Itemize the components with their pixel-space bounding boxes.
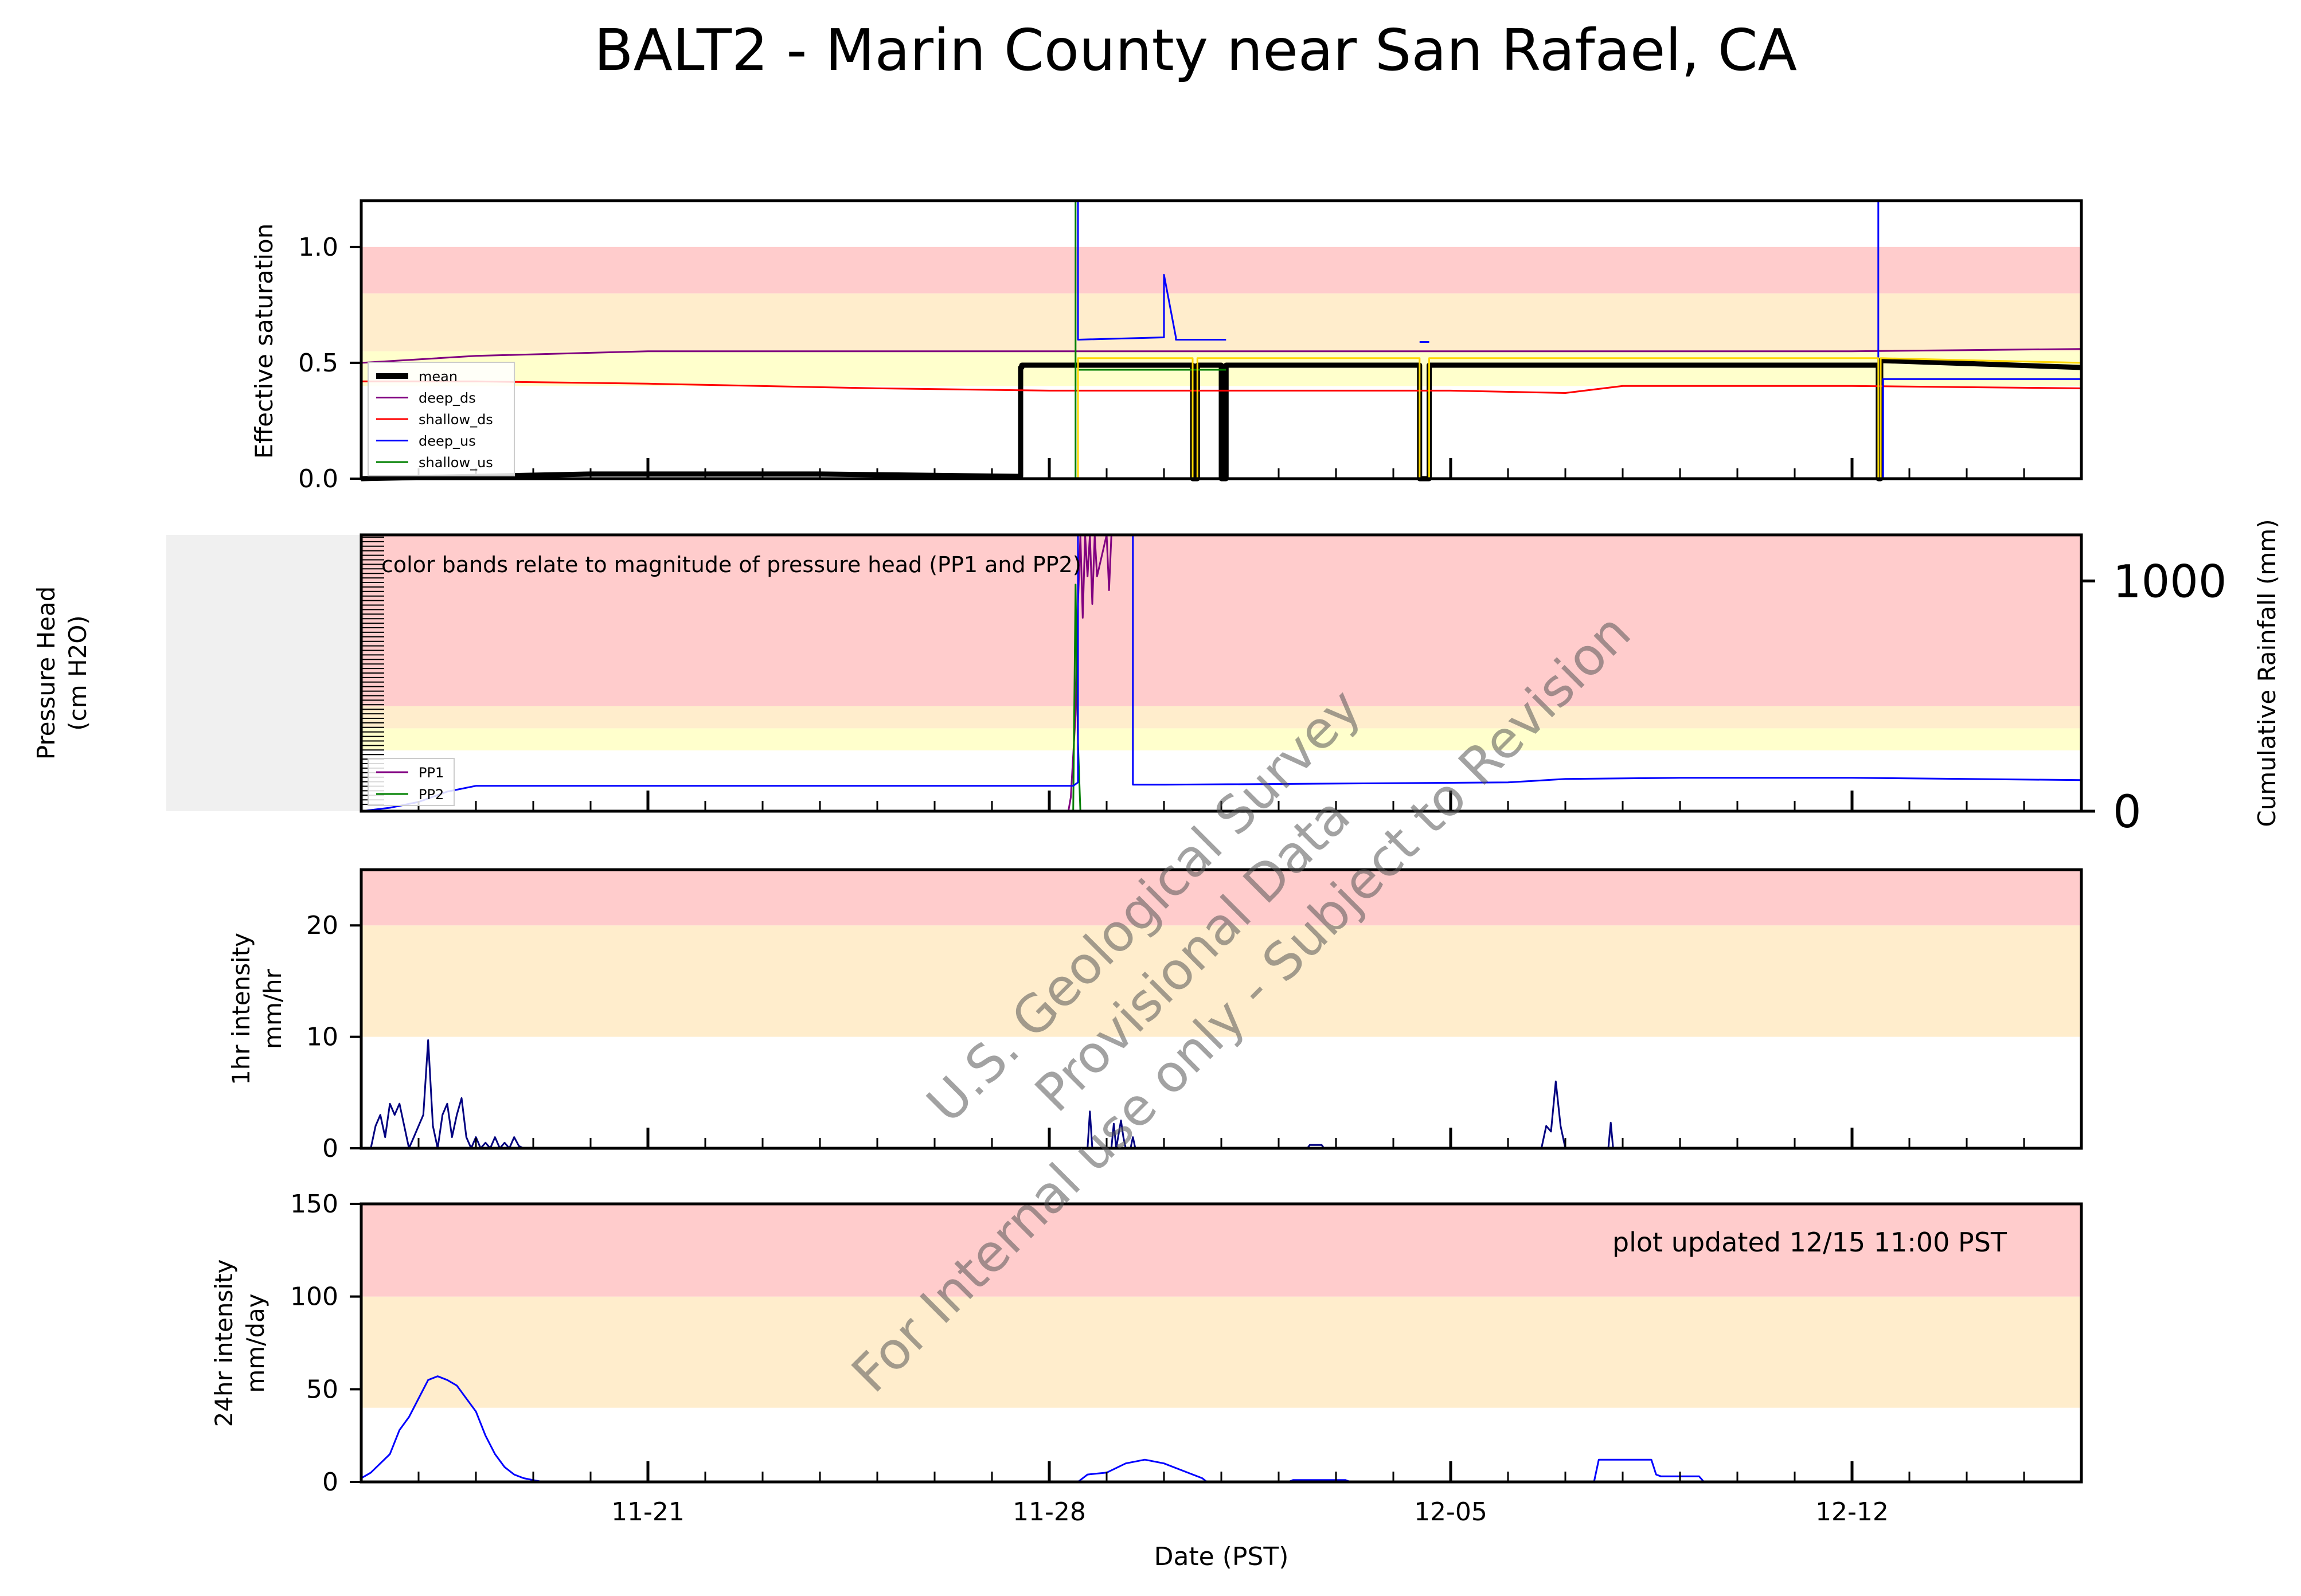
- x-tick-label: 11-21: [611, 1497, 685, 1527]
- figure-title: BALT2 - Marin County near San Rafael, CA: [594, 17, 1797, 84]
- pressure-series-PP2-line: [1072, 584, 1081, 812]
- intensity24-panel: 0 50 100 150 plot updated 12/15 11:00 PST: [290, 1190, 2083, 1497]
- intensity1-xticks: [360, 1128, 2083, 1148]
- intensity1-ylabel-line2: mm/hr: [259, 968, 287, 1049]
- pressure-legend-label: PP2: [419, 787, 444, 803]
- intensity24-frame: [360, 1202, 2083, 1484]
- intensity24-ylabel-line1: 24hr intensity: [210, 1259, 238, 1427]
- intensity1-ylabel-line1: 1hr intensity: [227, 933, 255, 1085]
- x-tick-label: 12-12: [1815, 1497, 1889, 1527]
- pressure-band-2: [361, 535, 2081, 706]
- saturation-legend-label: mean: [419, 369, 458, 385]
- intensity1-band-1: [361, 870, 2081, 926]
- intensity1-yticks: 0 10 20: [306, 911, 361, 1163]
- saturation-series-deep-ds-line: [361, 348, 2082, 364]
- intensity1-band-0: [361, 925, 2081, 1037]
- intensity1-ytick-label: 0: [322, 1134, 338, 1163]
- intensity24-ytick-label: 100: [290, 1282, 338, 1312]
- pressure-annotation: color bands relate to magnitude of press…: [381, 552, 1081, 577]
- intensity1-series: [370, 1039, 1614, 1149]
- pressure-left-tick-labels-clutter: [166, 535, 364, 811]
- saturation-band-1: [361, 293, 2081, 351]
- pressure-ylabel-line1: Pressure Head: [32, 586, 60, 760]
- saturation-yticks: 0.0 0.5 1.0: [298, 233, 361, 494]
- pressure-bands: [361, 535, 2081, 750]
- saturation-ylabel: Effective saturation: [250, 224, 278, 459]
- intensity1-ytick-label: 20: [306, 911, 338, 940]
- saturation-legend-label: deep_us: [419, 433, 476, 449]
- intensity24-band-1: [361, 1204, 2081, 1297]
- intensity1-series-0-line: [370, 1039, 1614, 1149]
- intensity1-panel: 0 10 20: [306, 868, 2083, 1163]
- intensity1-bands: [361, 870, 2081, 1037]
- rainfall-ytick-label: 1000: [2113, 556, 2227, 608]
- intensity24-bands: [361, 1204, 2081, 1408]
- x-axis-label: Date (PST): [1154, 1542, 1289, 1571]
- intensity1-frame: [360, 868, 2083, 1150]
- pressure-legend-label: PP1: [419, 765, 444, 781]
- intensity24-band-0: [361, 1296, 2081, 1408]
- pressure-panel: 0 1000 color bands relate to magnitude of…: [166, 533, 2227, 838]
- rainfall-ytick-label: 0: [2113, 787, 2142, 838]
- saturation-series: [361, 200, 2082, 482]
- intensity24-xticks: [360, 1461, 2083, 1482]
- x-tick-label: 11-28: [1013, 1497, 1086, 1527]
- intensity24-yticks: 0 50 100 150: [290, 1190, 361, 1497]
- saturation-legend-entries: mean deep_ds shallow_ds deep_us shallow_us: [376, 369, 493, 471]
- saturation-panel: 0.0 0.5 1.0 mean deep_ds shallow_ds deep_ussh…: [298, 199, 2083, 494]
- x-tick-labels: 11-21 11-28 12-05 12-12: [611, 1497, 1889, 1527]
- saturation-series-shallow-ds-line: [361, 380, 2082, 394]
- x-tick-label: 12-05: [1414, 1497, 1487, 1527]
- saturation-ytick-label: 1.0: [298, 233, 338, 262]
- pressure-ylabel-line2: (cm H2O): [64, 615, 92, 731]
- saturation-frame: [360, 199, 2083, 480]
- pressure-band-1: [361, 706, 2081, 729]
- saturation-legend-label: deep_ds: [419, 390, 476, 406]
- intensity24-ytick-label: 50: [306, 1375, 338, 1404]
- intensity24-ylabel-line2: mm/day: [241, 1293, 269, 1392]
- intensity24-ytick-label: 0: [322, 1468, 338, 1497]
- intensity1-ytick-label: 10: [306, 1023, 338, 1052]
- rainfall-ylabel: Cumulative Rainfall (mm): [2253, 519, 2281, 827]
- pressure-legend-box: [368, 758, 455, 806]
- updated-note: plot updated 12/15 11:00 PST: [1612, 1227, 2007, 1258]
- intensity24-ytick-label: 150: [290, 1190, 338, 1219]
- saturation-bands: [361, 247, 2081, 386]
- saturation-band-2: [361, 247, 2081, 294]
- pressure-right-ticks: 0 1000: [2081, 556, 2227, 838]
- pressure-band-0: [361, 728, 2081, 750]
- saturation-ytick-label: 0.5: [298, 349, 338, 378]
- saturation-legend-label: shallow_ds: [419, 412, 493, 428]
- saturation-ytick-label: 0.0: [298, 464, 338, 494]
- pressure-frame: [360, 533, 2083, 813]
- saturation-legend-label: shallow_us: [419, 455, 493, 471]
- saturation-legend: mean deep_ds shallow_ds deep_us shallow_us: [368, 362, 515, 476]
